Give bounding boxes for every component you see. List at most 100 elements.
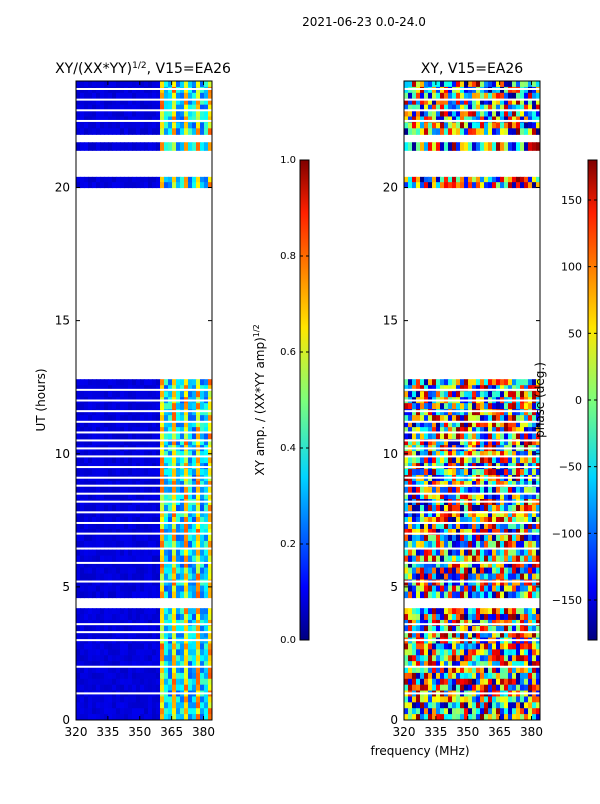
heatmap-cell <box>424 81 429 88</box>
heatmap-cell <box>532 505 537 512</box>
heatmap-cell <box>456 549 461 557</box>
heatmap-cell <box>424 421 429 428</box>
heatmap-cell <box>176 439 181 446</box>
heatmap-cell <box>180 469 185 476</box>
heatmap-cell <box>108 579 113 587</box>
heatmap-cell <box>480 561 485 569</box>
heatmap-cell <box>200 702 205 709</box>
heatmap-cell <box>208 714 212 720</box>
heatmap-cell <box>428 655 433 662</box>
heatmap-cell <box>476 439 481 446</box>
heatmap-cell <box>520 567 525 575</box>
heatmap-cell <box>160 421 165 428</box>
heatmap-cell <box>172 439 177 446</box>
heatmap-cell <box>188 98 193 106</box>
heatmap-cell <box>184 86 189 94</box>
heatmap-cell <box>460 549 465 557</box>
heatmap-cell <box>96 678 101 686</box>
heatmap-cell <box>104 439 109 446</box>
heatmap-cell <box>532 409 537 416</box>
heatmap-cell <box>80 409 85 416</box>
heatmap-cell <box>504 391 509 398</box>
heatmap-cell <box>496 98 501 106</box>
heatmap-cell <box>124 379 129 386</box>
heatmap-cell <box>104 522 109 530</box>
heatmap-cell <box>500 708 505 715</box>
heatmap-cell <box>480 625 485 633</box>
heatmap-cell <box>404 631 409 639</box>
heatmap-cell <box>84 116 89 124</box>
heatmap-cell <box>456 540 461 548</box>
heatmap-cell <box>532 86 537 94</box>
heatmap-cell <box>148 555 153 563</box>
heatmap-cell <box>172 573 177 581</box>
heatmap-cell <box>120 625 125 633</box>
heatmap-cell <box>88 176 93 183</box>
heatmap-cell <box>536 708 540 715</box>
heatmap-cell <box>476 573 481 581</box>
heatmap-cell <box>404 487 409 494</box>
heatmap-cell <box>424 555 429 563</box>
heatmap-cell <box>188 528 193 536</box>
heatmap-cell <box>528 451 533 458</box>
heatmap-cell <box>208 510 212 518</box>
heatmap-cell <box>404 182 409 189</box>
heatmap-cell <box>476 385 481 392</box>
heatmap-cell <box>196 667 201 674</box>
heatmap-cell <box>444 469 449 476</box>
heatmap-cell <box>504 649 509 656</box>
heatmap-cell <box>536 649 540 656</box>
heatmap-cell <box>476 591 481 599</box>
heatmap-cell <box>496 421 501 428</box>
flagged-gap-line <box>404 511 540 514</box>
flagged-gap-line <box>76 484 212 487</box>
heatmap-cell <box>192 702 197 709</box>
heatmap-cell <box>200 176 205 183</box>
heatmap-cell <box>84 457 89 464</box>
heatmap-cell <box>92 505 97 512</box>
heatmap-cell <box>460 116 465 124</box>
heatmap-cell <box>492 176 497 183</box>
heatmap-cell <box>468 549 473 557</box>
heatmap-cell <box>464 176 469 183</box>
heatmap-cell <box>428 403 433 410</box>
heatmap-cell <box>468 573 473 581</box>
heatmap-cell <box>80 182 85 189</box>
heatmap-cell <box>536 608 540 615</box>
heatmap-cell <box>432 579 437 587</box>
heatmap-cell <box>208 439 212 446</box>
heatmap-cell <box>124 457 129 464</box>
heatmap-cell <box>468 391 473 398</box>
heatmap-cell <box>468 182 473 189</box>
heatmap-cell <box>496 493 501 500</box>
heatmap-cell <box>496 142 501 151</box>
heatmap-cell <box>412 122 417 129</box>
heatmap-cell <box>516 98 521 106</box>
heatmap-cell <box>464 649 469 656</box>
heatmap-cell <box>512 493 517 500</box>
heatmap-cell <box>480 655 485 662</box>
heatmap-cell <box>424 678 429 686</box>
heatmap-cell <box>92 678 97 686</box>
heatmap-cell <box>436 625 441 633</box>
heatmap-cell <box>76 110 81 118</box>
heatmap-cell <box>532 451 537 458</box>
heatmap-cell <box>84 92 89 100</box>
heatmap-cell <box>492 409 497 416</box>
heatmap-cell <box>416 493 421 500</box>
heatmap-cell <box>520 433 525 440</box>
heatmap-cell <box>164 555 169 563</box>
heatmap-cell <box>436 672 441 680</box>
heatmap-cell <box>180 555 185 563</box>
heatmap-cell <box>512 182 517 189</box>
heatmap-cell <box>156 451 161 458</box>
heatmap-cell <box>124 439 129 446</box>
heatmap-cell <box>208 110 212 118</box>
heatmap-cell <box>424 403 429 410</box>
heatmap-cell <box>516 385 521 392</box>
heatmap-cell <box>100 573 105 581</box>
heatmap-cell <box>508 567 513 575</box>
heatmap-cell <box>420 439 425 446</box>
heatmap-cell <box>532 540 537 548</box>
